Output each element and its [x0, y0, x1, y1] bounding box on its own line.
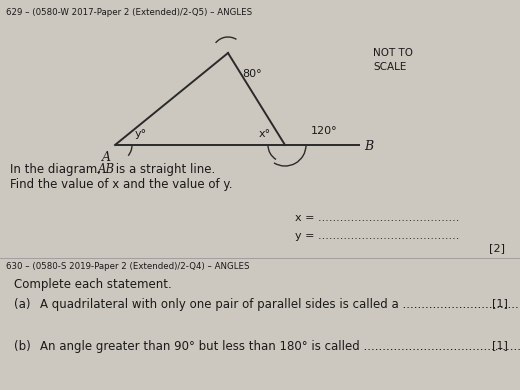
Text: A: A	[102, 151, 111, 164]
Text: x = .......................................: x = ....................................…	[295, 213, 459, 223]
Text: A quadrilateral with only one pair of parallel sides is called a ...............: A quadrilateral with only one pair of pa…	[40, 298, 520, 311]
Text: An angle greater than 90° but less than 180° is called .........................: An angle greater than 90° but less than …	[40, 340, 520, 353]
Text: Find the value of x and the value of y.: Find the value of x and the value of y.	[10, 178, 232, 191]
Text: [1]: [1]	[492, 298, 508, 308]
Text: B: B	[364, 140, 373, 152]
Text: Complete each statement.: Complete each statement.	[14, 278, 172, 291]
Text: is a straight line.: is a straight line.	[112, 163, 215, 176]
Text: AB: AB	[98, 163, 115, 176]
Text: x°: x°	[259, 129, 271, 139]
Text: 80°: 80°	[242, 69, 262, 79]
Text: In the diagram,: In the diagram,	[10, 163, 105, 176]
Text: NOT TO
SCALE: NOT TO SCALE	[373, 48, 413, 72]
Text: (a): (a)	[14, 298, 31, 311]
Text: [1]: [1]	[492, 340, 508, 350]
Text: 120°: 120°	[311, 126, 337, 136]
Text: y°: y°	[135, 129, 147, 139]
Text: 629 – (0580-W 2017-Paper 2 (Extended)/2-Q5) – ANGLES: 629 – (0580-W 2017-Paper 2 (Extended)/2-…	[6, 8, 252, 17]
Text: (b): (b)	[14, 340, 31, 353]
Text: [2]: [2]	[489, 243, 505, 253]
Text: 630 – (0580-S 2019-Paper 2 (Extended)/2-Q4) – ANGLES: 630 – (0580-S 2019-Paper 2 (Extended)/2-…	[6, 262, 250, 271]
Text: y = .......................................: y = ....................................…	[295, 231, 459, 241]
